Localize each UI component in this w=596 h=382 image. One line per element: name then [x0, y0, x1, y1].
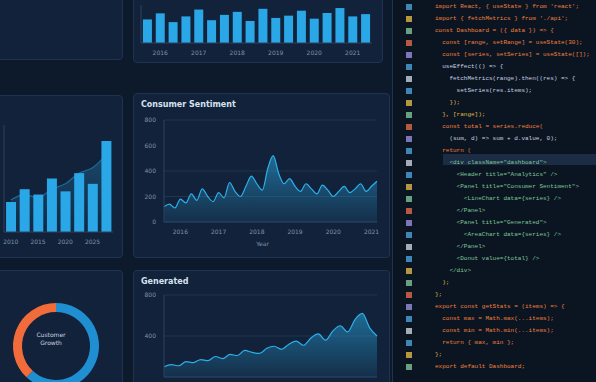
html-text:<LineChart data={series} />: <LineChart data={series} />	[435, 195, 561, 202]
html-text:</div>: </div>	[435, 267, 471, 274]
svg-text:2018: 2018	[230, 49, 245, 56]
svg-text:2010: 2010	[8, 238, 19, 245]
html-text:<Panel title="Generated">: <Panel title="Generated">	[435, 219, 547, 226]
svg-text:400: 400	[145, 167, 157, 174]
svg-text:2016: 2016	[173, 228, 188, 235]
html-text:}, [range]);: }, [range]);	[435, 111, 486, 118]
svg-text:2020: 2020	[326, 228, 341, 235]
svg-text:200: 200	[145, 193, 157, 200]
html-text:fetchMetrics(range).then((res): fetchMetrics(range).then((res) => {	[435, 75, 576, 82]
svg-text:2021: 2021	[364, 228, 379, 235]
svg-text:400: 400	[145, 332, 157, 339]
html-text:<Donut value={total} />: <Donut value={total} />	[435, 255, 540, 262]
html-text:const min = Math.min(...items): const min = Math.min(...items);	[435, 327, 554, 334]
svg-text:2017: 2017	[211, 228, 226, 235]
svg-text:2018: 2018	[249, 228, 264, 235]
svg-text:2015: 2015	[30, 238, 45, 245]
svg-text:0: 0	[152, 218, 156, 225]
html-text:const Dashboard = ({ data }) =: const Dashboard = ({ data }) => {	[435, 27, 554, 34]
html-text:export default Dashboard;: export default Dashboard;	[435, 363, 525, 370]
html-text:</Panel>: </Panel>	[435, 207, 486, 214]
svg-text:2020: 2020	[307, 49, 322, 56]
html-text:return { max, min };: return { max, min };	[435, 339, 515, 346]
svg-text:600: 600	[145, 142, 157, 149]
html-text:</Panel>: </Panel>	[435, 243, 486, 250]
svg-text:800: 800	[145, 291, 157, 298]
html-text:import React, { useState } fro: import React, { useState } from 'react';	[435, 3, 579, 10]
html-text:<Panel title="Consumer Sentime: <Panel title="Consumer Sentiment">	[435, 183, 579, 190]
svg-text:2017: 2017	[191, 49, 206, 56]
html-text:export const getStats = (items: export const getStats = (items) => {	[435, 303, 565, 310]
html-text:<div className="dashboard">: <div className="dashboard">	[435, 159, 547, 166]
svg-text:2025: 2025	[85, 238, 100, 245]
svg-text:2019: 2019	[268, 49, 283, 56]
html-text:import { fetchMetrics } from ': import { fetchMetrics } from './api';	[435, 15, 569, 22]
html-text:setSeries(res.items);: setSeries(res.items);	[435, 87, 533, 94]
html-text:const max = Math.max(...items): const max = Math.max(...items);	[435, 315, 554, 322]
html-text:Consumer Sentiment: Consumer Sentiment	[141, 100, 236, 109]
html-text:<Header title="Analytics" />: <Header title="Analytics" />	[435, 171, 558, 178]
html-text:const [range, setRange] = useS: const [range, setRange] = useState(30);	[435, 39, 583, 46]
svg-text:2020: 2020	[58, 238, 73, 245]
svg-text:800: 800	[145, 116, 157, 123]
html-text:useEffect(() => {: useEffect(() => {	[435, 63, 504, 70]
html-text:Generated: Generated	[141, 277, 189, 286]
html-text:const total = series.reduce(: const total = series.reduce(	[435, 123, 543, 130]
html-text:return (: return (	[435, 147, 471, 154]
html-text:(sum, d) => sum + d.value, 0);: (sum, d) => sum + d.value, 0);	[435, 135, 558, 142]
html-text:<AreaChart data={series} />: <AreaChart data={series} />	[435, 231, 561, 238]
svg-text:2021: 2021	[345, 49, 360, 56]
svg-text:2016: 2016	[153, 49, 168, 56]
html-text:const [series, setSeries] = us: const [series, setSeries] = useState([])…	[435, 51, 590, 58]
html-text:Customer Growth: Customer Growth	[36, 331, 66, 346]
svg-text:2019: 2019	[287, 228, 302, 235]
html-text:Year: Year	[256, 240, 269, 247]
